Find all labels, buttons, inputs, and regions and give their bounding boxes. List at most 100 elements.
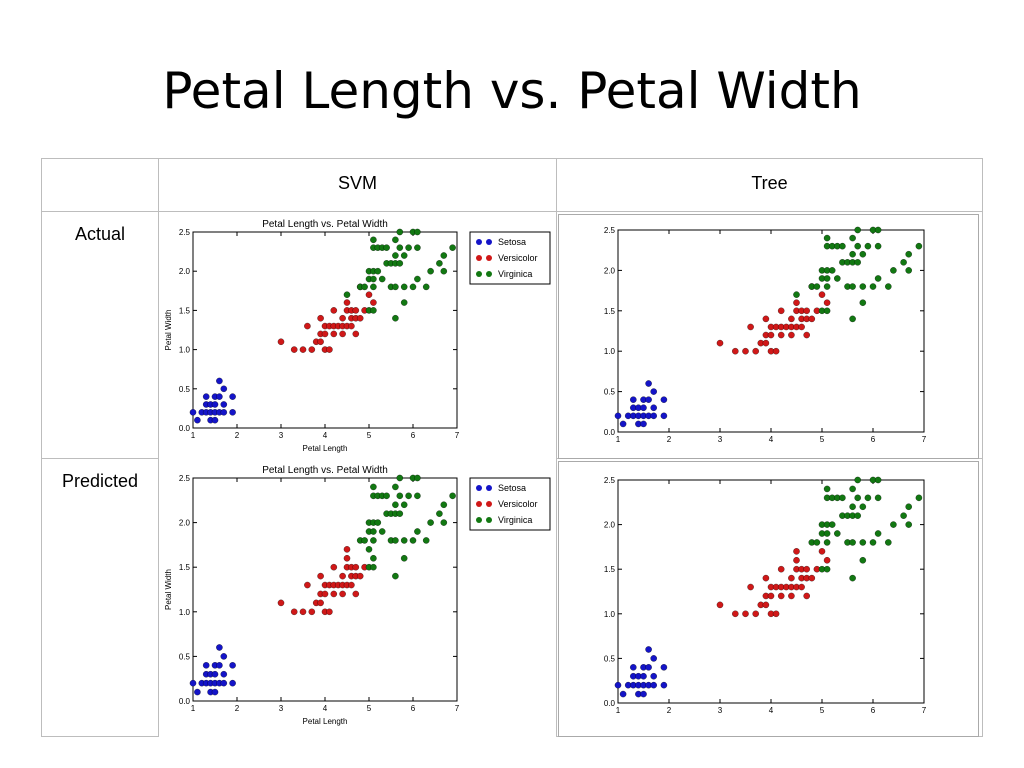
- data-point: [823, 234, 831, 242]
- data-point: [890, 267, 897, 274]
- data-point: [299, 346, 307, 353]
- data-point: [352, 307, 360, 314]
- data-point: [396, 260, 404, 267]
- y-tick-label: 2.5: [604, 476, 616, 485]
- data-point: [414, 492, 421, 500]
- data-point: [216, 662, 223, 669]
- data-point: [220, 679, 228, 687]
- data-point: [414, 228, 421, 236]
- data-point: [383, 492, 390, 500]
- series-versicolor: [716, 548, 831, 618]
- y-axis-label: Petal Width: [164, 310, 173, 351]
- data-point: [392, 252, 399, 259]
- series-setosa: [189, 377, 236, 424]
- legend-marker: [486, 501, 492, 507]
- data-point: [370, 537, 377, 544]
- data-point: [660, 396, 668, 403]
- data-point: [762, 315, 770, 323]
- x-tick-label: 3: [718, 435, 723, 444]
- x-tick-label: 5: [367, 704, 372, 713]
- data-point: [803, 592, 810, 600]
- chart-tree-actual: 1 2 3 4 5 6 7 0.0 0.5 1.0 1.5 2.0 2.5: [558, 214, 979, 459]
- data-point: [308, 346, 316, 353]
- row-header-actual-label: Actual: [74, 224, 126, 244]
- data-point: [427, 519, 434, 526]
- data-point: [392, 314, 399, 322]
- legend-label: Versicolor: [498, 499, 538, 509]
- data-point: [762, 574, 770, 582]
- x-tick-label: 3: [279, 704, 284, 713]
- data-point: [905, 250, 912, 258]
- data-point: [767, 331, 775, 339]
- data-point: [396, 492, 404, 500]
- y-tick-label: 0.5: [179, 652, 191, 661]
- data-point: [348, 581, 355, 589]
- data-point: [808, 315, 816, 323]
- data-point: [716, 601, 724, 609]
- series-virginica: [793, 226, 923, 323]
- data-point: [304, 581, 311, 589]
- y-tick-label: 2.5: [179, 474, 191, 483]
- plot-area: [617, 479, 925, 704]
- data-point: [803, 565, 810, 573]
- data-point: [365, 546, 373, 553]
- data-point: [905, 503, 912, 511]
- data-point: [330, 590, 338, 598]
- data-point: [650, 388, 657, 395]
- data-point: [828, 267, 836, 274]
- series-versicolor: [716, 283, 831, 355]
- data-point: [317, 599, 324, 607]
- data-point: [874, 494, 882, 502]
- data-point: [828, 521, 836, 528]
- y-tick-label: 2.0: [604, 266, 616, 275]
- data-point: [732, 610, 739, 618]
- legend-box: [469, 231, 551, 285]
- x-axis-label: Petal Length: [303, 444, 348, 453]
- x-tick-label: 5: [820, 706, 825, 715]
- legend-marker: [486, 517, 492, 523]
- data-point: [392, 283, 399, 291]
- data-point: [859, 283, 867, 290]
- data-point: [400, 252, 408, 259]
- x-tick-label: 5: [820, 435, 825, 444]
- y-tick-label: 1.5: [604, 307, 616, 316]
- data-point: [339, 572, 346, 580]
- data-point: [645, 646, 652, 653]
- data-point: [849, 503, 856, 511]
- data-point: [194, 688, 201, 696]
- data-point: [630, 664, 637, 671]
- chart-svm-actual: 1 2 3 4 5 6 7 0.0 0.5 1.0 1.5 2.0 2.5 Petal Length vs…: [164, 219, 551, 453]
- y-tick-label: 0.5: [179, 385, 191, 394]
- data-point: [220, 401, 228, 408]
- data-point: [229, 393, 236, 400]
- data-point: [747, 583, 754, 591]
- data-point: [365, 291, 373, 298]
- data-point: [630, 396, 637, 403]
- data-point: [326, 346, 333, 353]
- data-point: [854, 259, 861, 266]
- row-header-predicted: Predicted: [41, 458, 159, 737]
- series-virginica: [356, 474, 456, 580]
- data-point: [229, 662, 236, 669]
- data-point: [788, 331, 795, 339]
- plot-area: [192, 231, 458, 429]
- data-point: [449, 492, 456, 500]
- x-tick-label: 7: [922, 706, 927, 715]
- col-header-tree-label: Tree: [751, 173, 788, 193]
- data-point: [798, 583, 805, 591]
- x-tick-label: 2: [667, 706, 672, 715]
- data-point: [220, 409, 228, 416]
- data-point: [818, 291, 826, 298]
- chart-tree-predicted: 1 2 3 4 5 6 7 0.0 0.5 1.0 1.5 2.0 2.5: [558, 461, 979, 737]
- y-tick-label: 1.5: [179, 563, 191, 572]
- data-point: [645, 664, 652, 671]
- data-point: [216, 644, 223, 651]
- data-point: [436, 260, 443, 267]
- data-point: [614, 681, 622, 689]
- data-point: [854, 512, 861, 519]
- data-point: [772, 347, 780, 355]
- data-point: [747, 323, 754, 331]
- data-point: [422, 537, 430, 544]
- data-point: [299, 608, 307, 616]
- data-point: [378, 528, 386, 535]
